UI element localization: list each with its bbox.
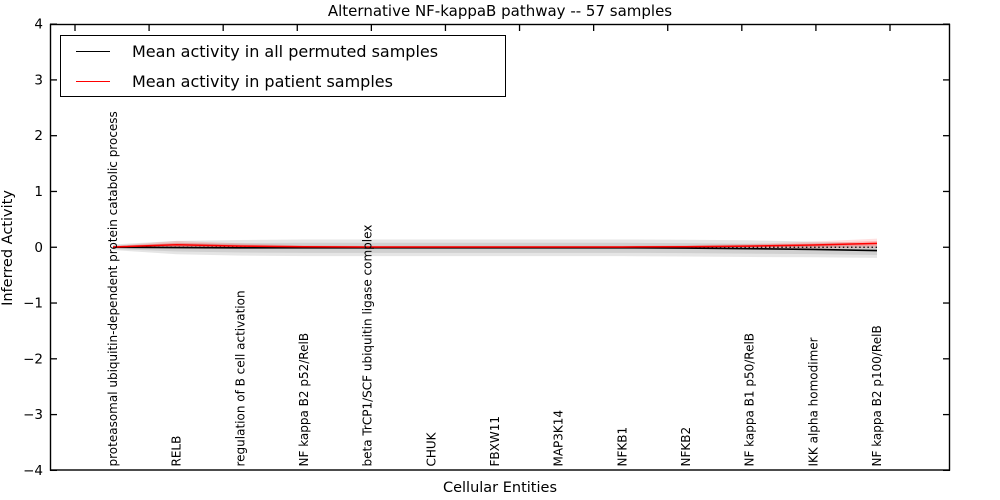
x-tick-label: regulation of B cell activation [233, 290, 247, 466]
legend-label: Mean activity in patient samples [132, 71, 393, 91]
chart-title: Alternative NF-kappaB pathway -- 57 samp… [327, 2, 673, 20]
x-tick-label: IKK alpha homodimer [806, 337, 820, 466]
y-tick-label: −1 [23, 296, 43, 312]
y-tick-label: 2 [34, 128, 43, 144]
x-tick-label: NF kappa B1 p50/RelB [743, 333, 757, 467]
permuted-band-outer [113, 239, 877, 258]
x-tick-label: MAP3K14 [552, 410, 566, 467]
x-tick-label: RELB [170, 436, 184, 467]
legend-line-sample-black [76, 50, 110, 52]
legend-line-sample-red [76, 80, 110, 82]
x-tick-label: FBXW11 [488, 416, 502, 467]
permuted-band-inner [113, 242, 877, 255]
y-tick-label: −4 [23, 463, 43, 479]
y-tick-label: −3 [23, 407, 43, 423]
x-tick-label: NFKB1 [615, 427, 629, 467]
x-axis-label: Cellular Entities [442, 480, 558, 496]
legend-label: Mean activity in all permuted samples [132, 41, 439, 61]
y-tick-label: 4 [34, 17, 43, 33]
legend-entry-permuted: Mean activity in all permuted samples [61, 38, 505, 64]
legend-entry-patient: Mean activity in patient samples [61, 68, 505, 94]
permuted-mean-line [112, 246, 878, 252]
y-tick-label: −2 [23, 351, 43, 367]
x-tick-label: CHUK [424, 431, 438, 466]
x-tick-label: NF kappa B2 p52/RelB [297, 333, 311, 467]
patient-mean-line [112, 242, 878, 248]
y-tick-label: 0 [34, 240, 43, 256]
x-tick-label: beta TrCP1/SCF ubiquitin ligase complex [361, 225, 375, 467]
x-tick-label: NFKB2 [679, 427, 693, 467]
y-tick-label: 3 [34, 72, 43, 88]
x-tick-label: proteasomal ubiquitin-dependent protein … [106, 111, 120, 466]
x-tick-label: NF kappa B2 p100/RelB [870, 325, 884, 466]
y-tick-label: 1 [34, 184, 43, 200]
legend: Mean activity in all permuted samples Me… [60, 35, 506, 97]
